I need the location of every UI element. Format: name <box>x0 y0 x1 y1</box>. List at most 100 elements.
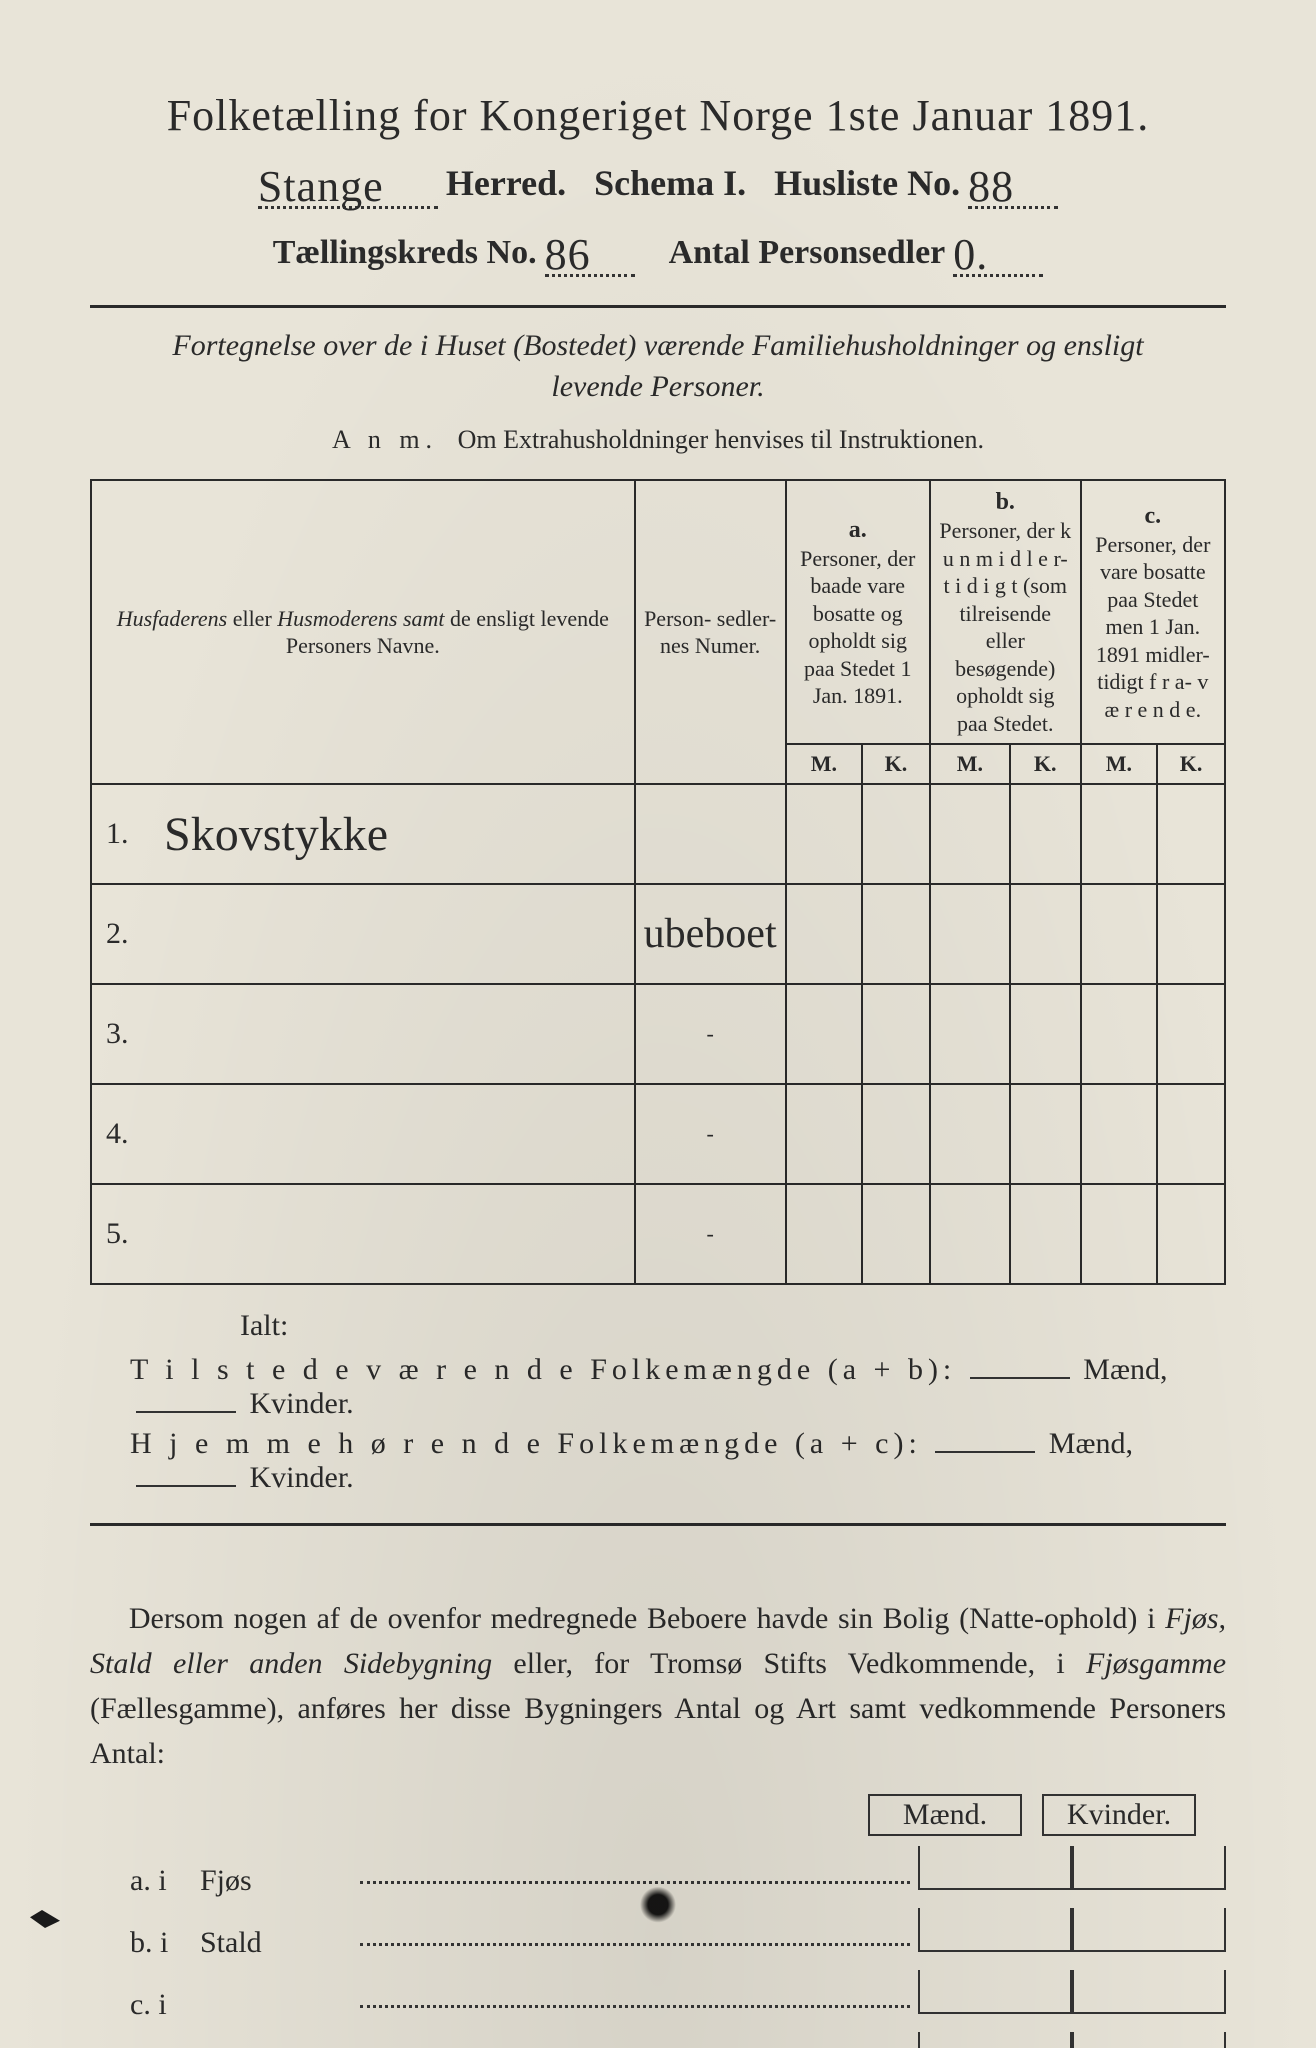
col-c-text: Personer, der vare bosatte paa Stedet me… <box>1090 531 1216 724</box>
row-name: Skovstykke <box>164 807 388 862</box>
row-mk-cell <box>786 1184 862 1284</box>
row-mk-cell <box>930 884 1010 984</box>
col-a-label: a. <box>795 515 921 545</box>
dotted-row: a. iFjøs <box>90 1846 1226 1898</box>
row-mk-cell <box>1157 1184 1225 1284</box>
col-b-header: b. Personer, der k u n m i d l e r- t i … <box>930 480 1081 744</box>
husliste-label: Husliste No. <box>774 162 960 204</box>
dotted-row-prefix: c. i <box>90 1988 200 2022</box>
row-name-cell <box>156 884 635 984</box>
ialt-label: Ialt: <box>240 1309 1226 1343</box>
row-number: 3. <box>91 984 156 1084</box>
row-number: 1. <box>91 784 156 884</box>
row-mk-cell <box>1081 1184 1157 1284</box>
husliste-field: 88 <box>968 155 1058 209</box>
table-row: 1.Skovstykke <box>91 784 1225 884</box>
para-t1: Dersom nogen af de ovenfor medregnede Be… <box>129 1602 1165 1635</box>
row-mk-cell <box>862 1084 930 1184</box>
row-name-cell: Skovstykke <box>156 784 635 884</box>
dotted-row-prefix: b. i <box>90 1926 200 1960</box>
subheading-line1: Fortegnelse over de i Huset (Bostedet) v… <box>172 329 1143 362</box>
personsedler-value: 0. <box>953 230 988 279</box>
present-kvinder-rule <box>136 1411 236 1413</box>
dotted-row-fill <box>360 1943 910 1946</box>
row-mk-cell <box>1010 784 1081 884</box>
maend-label-2: Mænd, <box>1049 1427 1133 1460</box>
row-name-cell <box>156 984 635 1084</box>
dotted-row: b. iStald <box>90 1908 1226 1960</box>
row-persnum: - <box>635 1084 786 1184</box>
row-mk-cell <box>786 784 862 884</box>
kreds-label: Tællingskreds No. <box>273 234 537 272</box>
sub-heading: Fortegnelse over de i Huset (Bostedet) v… <box>140 326 1176 407</box>
dotted-row-kvinder <box>1072 1846 1226 1890</box>
home-label: H j e m m e h ø r e n d e Folkemængde (a… <box>130 1427 922 1460</box>
row-mk-cell <box>786 1084 862 1184</box>
personsedler-label: Antal Personsedler <box>669 234 946 272</box>
herred-line: Stange Herred. Schema I. Husliste No. 88 <box>90 155 1226 209</box>
table-row: 3. - <box>91 984 1225 1084</box>
col-a-header: a. Personer, der baade vare bosatte og o… <box>786 480 930 744</box>
dotted-row: d. i <box>90 2032 1226 2048</box>
dotted-row-maend <box>918 1846 1072 1890</box>
row-mk-cell <box>1157 784 1225 884</box>
schema-label: Schema I. <box>594 162 746 204</box>
subheading-line2: levende Personer. <box>551 370 764 403</box>
row-mk-cell <box>930 784 1010 884</box>
col-b-label: b. <box>939 487 1072 517</box>
col-c-m: M. <box>1081 744 1157 784</box>
census-form-page: Folketælling for Kongeriget Norge 1ste J… <box>0 0 1316 2048</box>
row-mk-cell <box>1010 984 1081 1084</box>
row-persnum: ubeboet <box>635 884 786 984</box>
dotted-row-fill <box>360 2005 910 2008</box>
col-b-m: M. <box>930 744 1010 784</box>
home-line: H j e m m e h ø r e n d e Folkemængde (a… <box>130 1427 1226 1495</box>
anm-text: Om Extrahusholdninger henvises til Instr… <box>458 425 984 454</box>
row-mk-cell <box>930 1084 1010 1184</box>
dotted-row-label: Fjøs <box>200 1864 360 1898</box>
kvinder-label-1: Kvinder. <box>250 1387 354 1420</box>
col-b-text: Personer, der k u n m i d l e r- t i d i… <box>939 517 1072 737</box>
row-mk-cell <box>930 1184 1010 1284</box>
row-mk-cell <box>786 884 862 984</box>
herred-label: Herred. <box>446 162 566 204</box>
present-line: T i l s t e d e v æ r e n d e Folkemængd… <box>130 1353 1226 1421</box>
row-mk-cell <box>862 984 930 1084</box>
personsedler-field: 0. <box>953 223 1043 277</box>
kvinder-head: Kvinder. <box>1042 1794 1196 1836</box>
husliste-value: 88 <box>968 162 1014 211</box>
row-persnum <box>635 784 786 884</box>
row-number: 4. <box>91 1084 156 1184</box>
row-mk-cell <box>1081 1084 1157 1184</box>
row-mk-cell <box>862 1184 930 1284</box>
row-mk-cell <box>1010 1184 1081 1284</box>
col-persnum-header: Person- sedler- nes Numer. <box>635 480 786 784</box>
table-row: 5.- <box>91 1184 1225 1284</box>
side-building-paragraph: Dersom nogen af de ovenfor medregnede Be… <box>90 1596 1226 1776</box>
dotted-row-maend <box>918 1970 1072 2014</box>
maend-head: Mænd. <box>868 1794 1022 1836</box>
row-mk-cell <box>1010 884 1081 984</box>
present-maend-rule <box>970 1377 1070 1379</box>
dotted-row-maend <box>918 2032 1072 2048</box>
dotted-row-kvinder <box>1072 1908 1226 1952</box>
para-t2: eller, for Tromsø Stifts Vedkommende, i <box>492 1647 1086 1680</box>
row-name-cell <box>156 1184 635 1284</box>
row-mk-cell <box>1081 784 1157 884</box>
home-maend-rule <box>935 1451 1035 1453</box>
table-row: 2. ubeboet <box>91 884 1225 984</box>
row-number: 2. <box>91 884 156 984</box>
row-persnum: - <box>635 1184 786 1284</box>
row-mk-cell <box>1081 884 1157 984</box>
para-i2: Fjøsgamme <box>1086 1647 1226 1680</box>
para-t3: (Fællesgamme), anføres her disse Bygning… <box>90 1692 1226 1770</box>
row-persnum: - <box>635 984 786 1084</box>
col-a-k: K. <box>862 744 930 784</box>
row-mk-cell <box>1157 1084 1225 1184</box>
home-kvinder-rule <box>136 1485 236 1487</box>
kreds-line: Tællingskreds No. 86 Antal Personsedler … <box>90 223 1226 277</box>
col-c-header: c. Personer, der vare bosatte paa Stedet… <box>1081 480 1225 744</box>
dotted-row-label: Stald <box>200 1926 360 1960</box>
col-c-label: c. <box>1090 501 1216 531</box>
row-mk-cell <box>786 984 862 1084</box>
